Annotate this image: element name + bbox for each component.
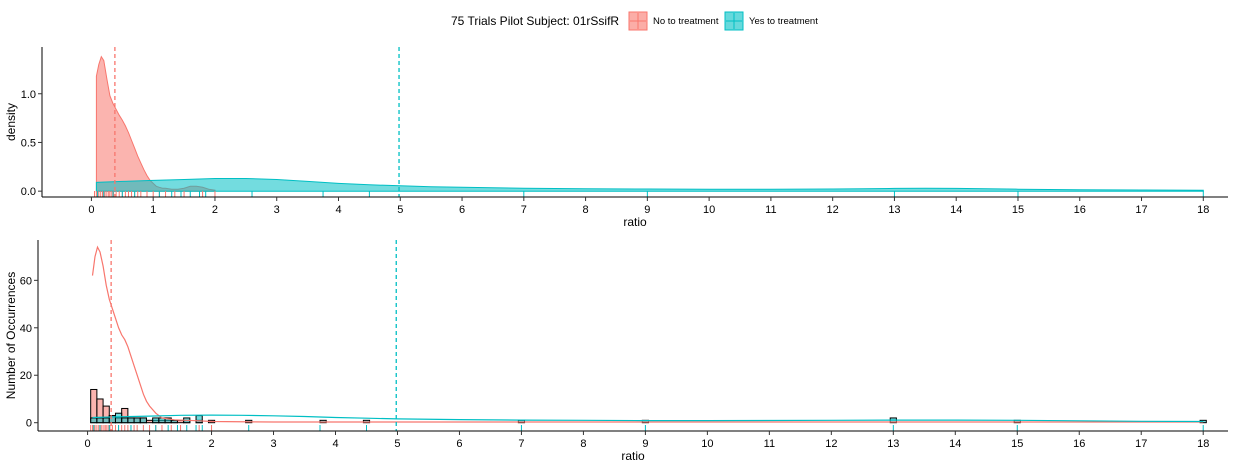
- density-x-tick-label: 18: [1197, 204, 1209, 216]
- hist-x-tick-label: 5: [394, 438, 400, 450]
- density-x-tick-label: 1: [150, 204, 156, 216]
- density-x-tick-label: 8: [583, 204, 589, 216]
- hist-x-tick-label: 3: [270, 438, 276, 450]
- hist-x-tick-label: 11: [764, 438, 775, 450]
- legend-label-no: No to treatment: [653, 16, 719, 27]
- hist-x-tick-label: 7: [518, 438, 524, 450]
- hist-bar-yes-to-treatment: [90, 417, 98, 424]
- hist-bar-yes-to-treatment: [170, 419, 178, 424]
- hist-bar-yes-to-treatment: [195, 415, 203, 424]
- hist-x-tick-label: 6: [456, 438, 462, 450]
- density-x-tick-label: 6: [459, 204, 465, 216]
- hist-curve-yes-to-treatment: [92, 414, 1204, 423]
- hist-x-axis-title: ratio: [621, 449, 645, 463]
- hist-x-tick-label: 16: [1073, 438, 1085, 450]
- density-x-tick-label: 13: [888, 204, 900, 216]
- hist-y-tick-label: 40: [20, 323, 32, 335]
- density-x-tick-label: 4: [335, 204, 341, 216]
- density-y-tick-label: 1.0: [21, 89, 36, 101]
- hist-bar-yes-to-treatment: [152, 417, 160, 424]
- legend-key-no: [628, 11, 648, 31]
- hist-x-tick-label: 12: [825, 438, 837, 450]
- hist-y-tick-label: 20: [20, 370, 32, 382]
- hist-x-tick-label: 2: [208, 438, 214, 450]
- hist-bar-yes-to-treatment: [114, 412, 123, 424]
- density-y-tick-label: 0.0: [21, 186, 36, 198]
- density-y-axis-title: density: [4, 103, 18, 141]
- density-x-tick-label: 9: [644, 204, 650, 216]
- density-panel: 0 1 2 3 4 5 6 7 8 9 10 11 12 13 14 15 16 17 180.00.51.0rat…: [4, 47, 1228, 229]
- hist-x-tick-label: 15: [1011, 438, 1023, 450]
- density-y-tick-label: 0.5: [21, 137, 36, 149]
- hist-bar-yes-to-treatment: [127, 417, 135, 424]
- hist-bar-yes-to-treatment: [96, 417, 104, 424]
- hist-x-tick-label: 14: [949, 438, 961, 450]
- density-x-tick-label: 2: [212, 204, 218, 216]
- hist-y-tick-label: 0: [26, 418, 32, 430]
- hist-y-axis-title: Number of Occurrences: [4, 272, 18, 399]
- density-area-no-to-treatment: [95, 55, 216, 192]
- density-x-tick-label: 16: [1074, 204, 1086, 216]
- hist-bar-yes-to-treatment: [102, 417, 110, 424]
- hist-bar-no-to-treatment: [145, 419, 154, 424]
- hist-y-tick-label: 60: [20, 275, 32, 287]
- density-x-tick-label: 14: [950, 204, 962, 216]
- density-x-tick-label: 3: [274, 204, 280, 216]
- hist-bar-yes-to-treatment: [133, 417, 141, 424]
- hist-x-tick-label: 8: [580, 438, 586, 450]
- density-x-tick-label: 7: [521, 204, 527, 216]
- legend-key-yes: [724, 11, 744, 31]
- density-x-axis-title: ratio: [623, 215, 647, 229]
- hist-x-tick-label: 18: [1197, 438, 1209, 450]
- density-area-yes-to-treatment: [95, 178, 1204, 192]
- density-x-tick-label: 10: [703, 204, 715, 216]
- density-x-tick-label: 17: [1135, 204, 1147, 216]
- density-x-tick-label: 11: [765, 204, 776, 216]
- legend: 75 Trials Pilot Subject: 01rSsifR No to …: [0, 11, 1234, 33]
- hist-x-tick-label: 4: [332, 438, 338, 450]
- hist-x-tick-label: 17: [1135, 438, 1147, 450]
- density-x-tick-label: 12: [827, 204, 839, 216]
- hist-bar-yes-to-treatment: [121, 417, 129, 424]
- hist-curve-no-to-treatment: [91, 245, 1204, 423]
- hist-x-tick-label: 10: [701, 438, 713, 450]
- density-x-tick-label: 15: [1012, 204, 1024, 216]
- hist-x-tick-label: 13: [887, 438, 899, 450]
- hist-bar-yes-to-treatment: [139, 417, 147, 424]
- histogram-panel: 0 1 2 3 4 5 6 7 8 9 10 11 12 13 14 15 16 17 180204060ratio…: [4, 240, 1228, 463]
- legend-label-yes: Yes to treatment: [749, 16, 818, 27]
- hist-x-tick-label: 0: [85, 438, 91, 450]
- density-x-tick-label: 0: [88, 204, 94, 216]
- hist-x-tick-label: 1: [147, 438, 153, 450]
- legend-title: 75 Trials Pilot Subject: 01rSsifR: [451, 14, 620, 28]
- density-x-tick-label: 5: [397, 204, 403, 216]
- hist-x-tick-label: 9: [642, 438, 648, 450]
